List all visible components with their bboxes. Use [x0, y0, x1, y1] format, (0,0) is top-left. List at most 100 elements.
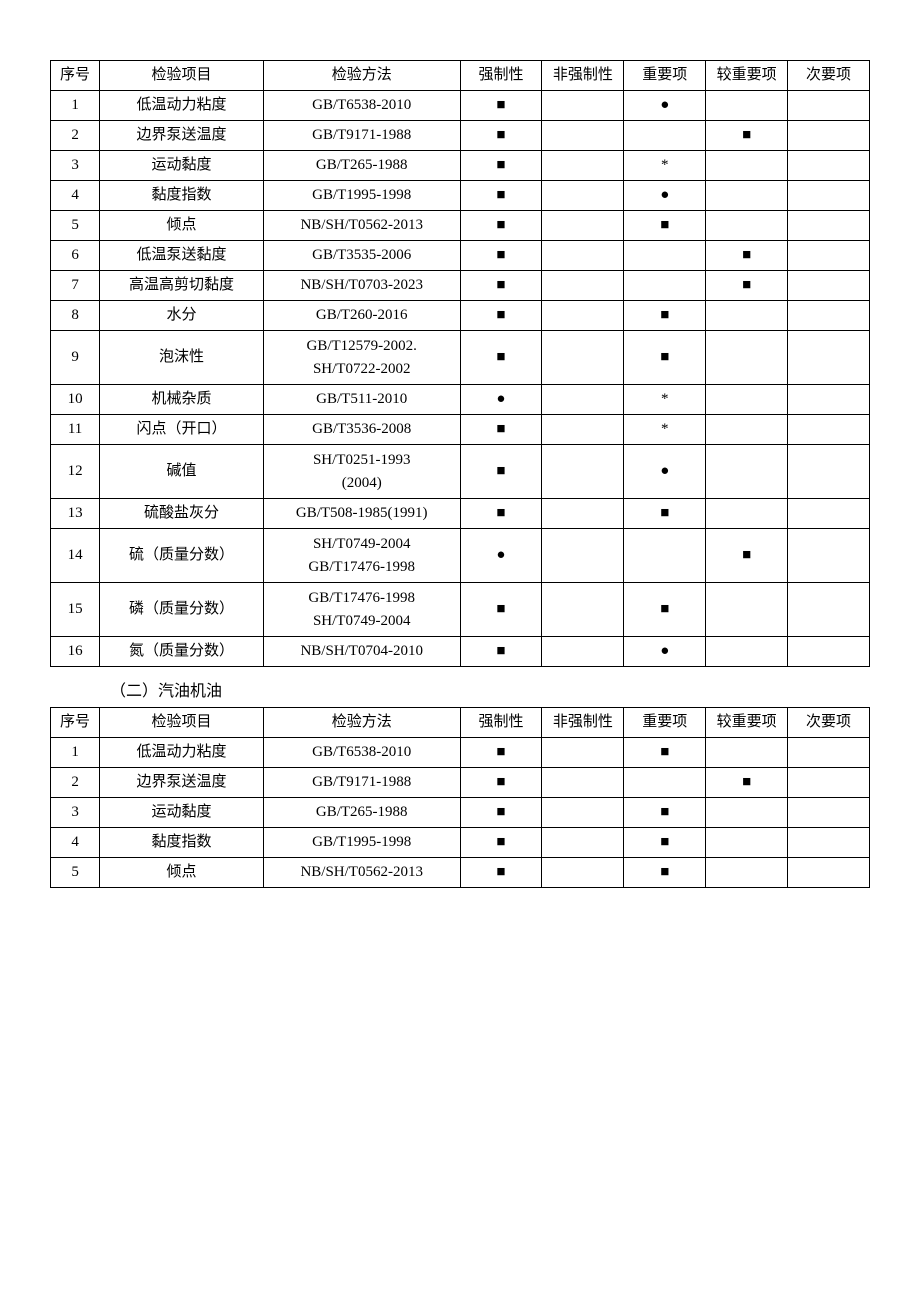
table2-method-cell: NB/SH/T0562-2013	[263, 858, 460, 888]
table2-important-cell: ■	[624, 828, 706, 858]
table1-header-method: 检验方法	[263, 61, 460, 91]
table1-method-cell: SH/T0251-1993(2004)	[263, 445, 460, 499]
table1-item-cell: 高温高剪切黏度	[100, 271, 264, 301]
table1-minor-cell	[788, 583, 870, 637]
table2-nonmandatory-cell	[542, 858, 624, 888]
table1-important-cell	[624, 271, 706, 301]
table1-seq-cell: 8	[51, 301, 100, 331]
table1-method-cell: NB/SH/T0704-2010	[263, 637, 460, 667]
table1-important-cell: ■	[624, 301, 706, 331]
table1-item-cell: 硫（质量分数）	[100, 529, 264, 583]
table1-item-cell: 磷（质量分数）	[100, 583, 264, 637]
table1-mandatory-cell: ■	[460, 91, 542, 121]
table1-moreimportant-cell: ■	[706, 529, 788, 583]
table2-method-cell: GB/T1995-1998	[263, 828, 460, 858]
table2-item-cell: 黏度指数	[100, 828, 264, 858]
table1-row: 10机械杂质GB/T511-2010●*	[51, 385, 870, 415]
table1-nonmandatory-cell	[542, 181, 624, 211]
table1-minor-cell	[788, 211, 870, 241]
table1-nonmandatory-cell	[542, 211, 624, 241]
table1-important-cell: *	[624, 151, 706, 181]
table1-important-cell	[624, 121, 706, 151]
table1-nonmandatory-cell	[542, 529, 624, 583]
table2-moreimportant-cell: ■	[706, 768, 788, 798]
table1-item-cell: 水分	[100, 301, 264, 331]
table1-moreimportant-cell: ■	[706, 271, 788, 301]
table2-minor-cell	[788, 798, 870, 828]
table1-moreimportant-cell	[706, 499, 788, 529]
table1-seq-cell: 7	[51, 271, 100, 301]
table2-mandatory-cell: ■	[460, 828, 542, 858]
table1-row: 3运动黏度GB/T265-1988■*	[51, 151, 870, 181]
table1-row: 15磷（质量分数）GB/T17476-1998SH/T0749-2004■■	[51, 583, 870, 637]
table2-item-cell: 运动黏度	[100, 798, 264, 828]
table2-header-method: 检验方法	[263, 708, 460, 738]
table1-moreimportant-cell	[706, 583, 788, 637]
table2-item-cell: 边界泵送温度	[100, 768, 264, 798]
table1-method-cell: GB/T260-2016	[263, 301, 460, 331]
table2-mandatory-cell: ■	[460, 768, 542, 798]
table1-important-cell: ●	[624, 637, 706, 667]
table1-nonmandatory-cell	[542, 415, 624, 445]
table1-method-cell: GB/T511-2010	[263, 385, 460, 415]
table1-minor-cell	[788, 181, 870, 211]
table2-header-minor: 次要项	[788, 708, 870, 738]
table2-moreimportant-cell	[706, 738, 788, 768]
table1-method-cell: GB/T3535-2006	[263, 241, 460, 271]
table1-minor-cell	[788, 241, 870, 271]
table1-minor-cell	[788, 415, 870, 445]
table1-seq-cell: 14	[51, 529, 100, 583]
table1-moreimportant-cell: ■	[706, 241, 788, 271]
table1-minor-cell	[788, 637, 870, 667]
table1-mandatory-cell: ■	[460, 301, 542, 331]
table1-header-seq: 序号	[51, 61, 100, 91]
table1-important-cell: ■	[624, 331, 706, 385]
table1-nonmandatory-cell	[542, 583, 624, 637]
table2-mandatory-cell: ■	[460, 858, 542, 888]
table2-nonmandatory-cell	[542, 828, 624, 858]
table1-minor-cell	[788, 331, 870, 385]
table1-method-cell: GB/T508-1985(1991)	[263, 499, 460, 529]
table1-mandatory-cell: ■	[460, 583, 542, 637]
table1-minor-cell	[788, 151, 870, 181]
table1-item-cell: 边界泵送温度	[100, 121, 264, 151]
table2-row: 3运动黏度GB/T265-1988■■	[51, 798, 870, 828]
table1-row: 13硫酸盐灰分GB/T508-1985(1991)■■	[51, 499, 870, 529]
table1-important-cell	[624, 241, 706, 271]
table1-moreimportant-cell	[706, 301, 788, 331]
table2-method-cell: GB/T9171-1988	[263, 768, 460, 798]
table1-row: 11闪点（开口）GB/T3536-2008■*	[51, 415, 870, 445]
table1-nonmandatory-cell	[542, 637, 624, 667]
table1-moreimportant-cell	[706, 415, 788, 445]
table2-header-moreimportant: 较重要项	[706, 708, 788, 738]
table1-minor-cell	[788, 301, 870, 331]
table2-header-seq: 序号	[51, 708, 100, 738]
table1-nonmandatory-cell	[542, 271, 624, 301]
table1-item-cell: 运动黏度	[100, 151, 264, 181]
table1-item-cell: 低温泵送黏度	[100, 241, 264, 271]
table2-minor-cell	[788, 738, 870, 768]
table2-seq-cell: 4	[51, 828, 100, 858]
table1-item-cell: 机械杂质	[100, 385, 264, 415]
table1-important-cell: ●	[624, 91, 706, 121]
table1-method-cell: GB/T9171-1988	[263, 121, 460, 151]
table2-method-cell: GB/T6538-2010	[263, 738, 460, 768]
table1-method-cell: GB/T12579-2002.SH/T0722-2002	[263, 331, 460, 385]
table1-row: 14硫（质量分数）SH/T0749-2004GB/T17476-1998●■	[51, 529, 870, 583]
table1-row: 2边界泵送温度GB/T9171-1988■■	[51, 121, 870, 151]
table1-nonmandatory-cell	[542, 121, 624, 151]
table1-nonmandatory-cell	[542, 91, 624, 121]
table1-nonmandatory-cell	[542, 499, 624, 529]
table1-method-cell: NB/SH/T0703-2023	[263, 271, 460, 301]
table1-seq-cell: 5	[51, 211, 100, 241]
table1-mandatory-cell: ■	[460, 415, 542, 445]
table2-nonmandatory-cell	[542, 768, 624, 798]
table1-item-cell: 闪点（开口）	[100, 415, 264, 445]
table1-header-row: 序号 检验项目 检验方法 强制性 非强制性 重要项 较重要项 次要项	[51, 61, 870, 91]
table1-item-cell: 泡沫性	[100, 331, 264, 385]
table1-minor-cell	[788, 529, 870, 583]
table1-header-item: 检验项目	[100, 61, 264, 91]
table1-mandatory-cell: ■	[460, 331, 542, 385]
table1-method-cell: GB/T3536-2008	[263, 415, 460, 445]
table1-mandatory-cell: ■	[460, 211, 542, 241]
